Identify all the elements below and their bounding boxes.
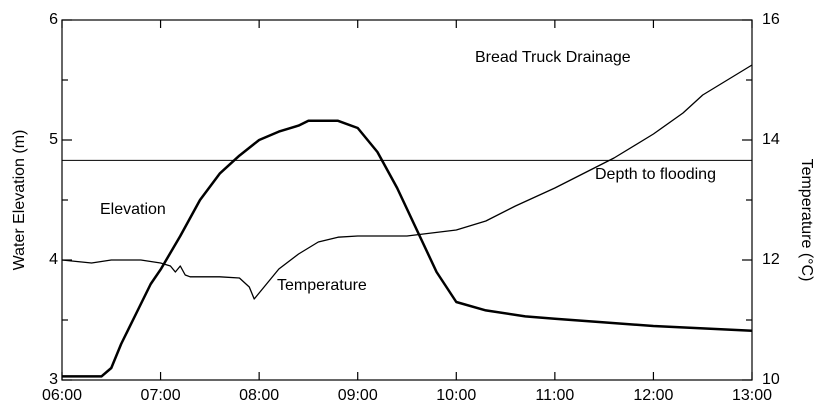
x-tick-label: 07:00	[141, 387, 181, 404]
annotation: Temperature	[277, 277, 367, 294]
y-tick-label: 3	[49, 371, 58, 388]
y-tick-label: 5	[49, 131, 58, 148]
x-tick-label: 08:00	[239, 387, 279, 404]
series-line	[62, 119, 753, 378]
y2-tick-label: 12	[762, 251, 780, 268]
y2-tick-label: 10	[762, 371, 780, 388]
y-axis-label: Water Elevation (m)	[11, 130, 28, 271]
x-tick-label: 09:00	[338, 387, 378, 404]
y2-tick-label: 14	[762, 131, 780, 148]
y2-axis-label: Temperature (°C)	[798, 159, 815, 282]
y-tick-label: 6	[49, 11, 58, 28]
x-tick-label: 06:00	[42, 387, 82, 404]
x-tick-label: 13:00	[732, 387, 772, 404]
x-tick-label: 10:00	[436, 387, 476, 404]
annotation: Bread Truck Drainage	[475, 49, 631, 66]
y-tick-label: 4	[49, 251, 58, 268]
x-tick-label: 12:00	[633, 387, 673, 404]
annotation: Elevation	[100, 201, 166, 218]
annotation: Depth to flooding	[595, 166, 716, 183]
x-tick-label: 11:00	[535, 387, 574, 404]
y2-tick-label: 16	[762, 11, 780, 28]
series-line	[61, 64, 753, 300]
